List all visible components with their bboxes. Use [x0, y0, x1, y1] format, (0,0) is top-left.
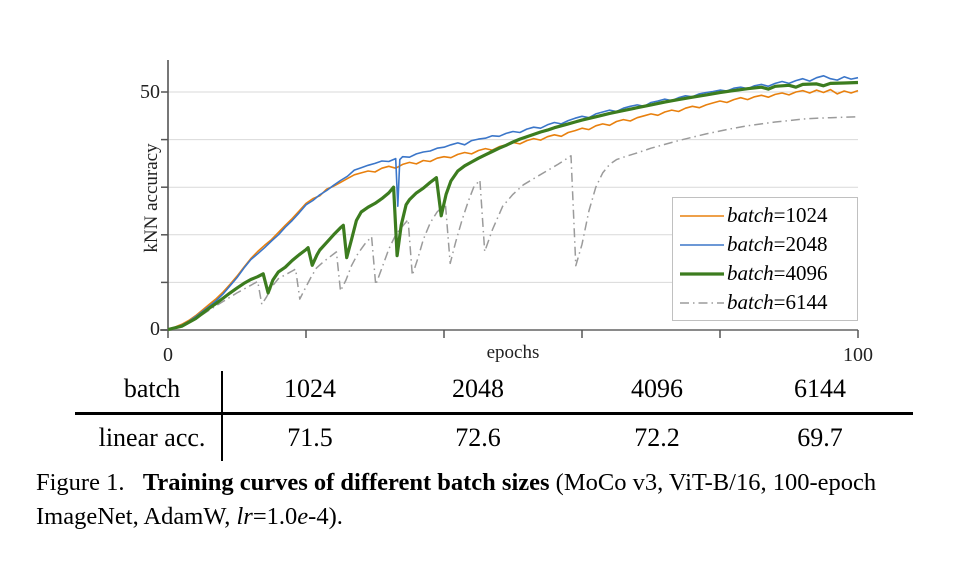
chart-legend: batch=1024 batch=2048 batch=4096 batch=6144: [672, 197, 858, 321]
legend-label: batch=4096: [727, 261, 828, 285]
legend-line-swatch: [680, 243, 724, 246]
caption-text-part: Figure 1.: [36, 469, 143, 496]
table-horizontal-rule: [75, 412, 913, 415]
legend-label: batch=6144: [727, 290, 828, 314]
x-tick-label-100: 100: [843, 344, 873, 366]
legend-label: batch=1024: [727, 203, 828, 227]
caption-text-part: =1.0: [252, 502, 298, 530]
caption-text-part: e: [297, 502, 309, 530]
legend-entry-batch-4096: batch=4096: [679, 259, 851, 288]
table-vertical-rule: [221, 371, 223, 461]
caption-text-part: lr: [236, 502, 253, 530]
y-tick-label-0: 0: [150, 318, 160, 340]
legend-line-swatch: [680, 214, 724, 217]
table-header-cell: batch: [123, 374, 181, 403]
caption-text-part: (MoCo v3, ViT-B/16, 100-epoch ImageNet, …: [36, 469, 877, 530]
table-value-cell: linear acc.: [98, 423, 206, 452]
caption-text-part: -4).: [308, 502, 343, 530]
x-tick-label-0: 0: [163, 344, 173, 366]
caption-text-part: Training curves of different batch sizes: [142, 469, 550, 496]
table-header-cell: 4096: [631, 374, 683, 403]
series-line-batch-4096: [167, 80, 859, 332]
series-line-batch-6144: [167, 116, 859, 331]
legend-entry-batch-1024: batch=1024: [679, 201, 851, 230]
y-tick-label-50: 50: [140, 81, 160, 103]
legend-line-swatch: [680, 301, 724, 304]
table-header-cell: 2048: [452, 374, 504, 403]
table-value-cell: 69.7: [797, 423, 843, 452]
legend-label: batch=2048: [727, 232, 828, 256]
figure-caption: Figure 1. Training curves of different b…: [36, 466, 946, 534]
series-line-batch-2048: [167, 75, 859, 330]
table-value-cell: 71.5: [287, 423, 333, 452]
table-header-cell: 6144: [794, 374, 846, 403]
table-value-cell: 72.6: [455, 423, 501, 452]
table-value-cell: 72.2: [634, 423, 680, 452]
legend-entry-batch-2048: batch=2048: [679, 230, 851, 259]
legend-entry-batch-6144: batch=6144: [679, 288, 851, 317]
x-axis-label: epochs: [486, 342, 540, 363]
table-header-cell: 1024: [284, 374, 336, 403]
legend-line-swatch: [680, 271, 724, 276]
training-curves-chart: [160, 60, 859, 338]
y-axis-label: kNN accuracy: [141, 143, 162, 253]
